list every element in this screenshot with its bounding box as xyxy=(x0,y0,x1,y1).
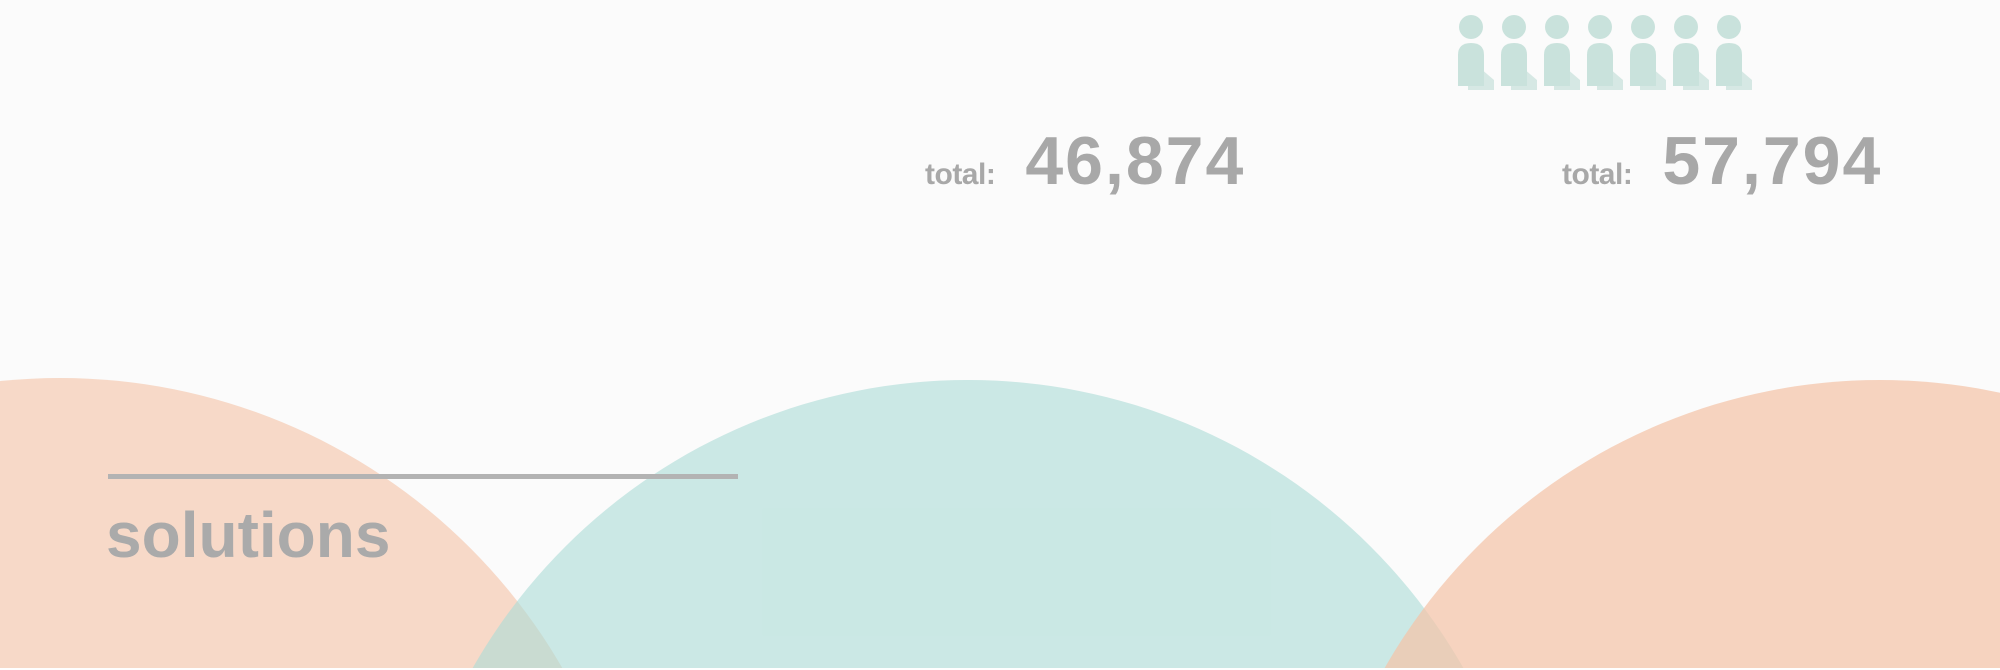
total-value: 57,794 xyxy=(1662,123,1883,199)
person-icon xyxy=(1671,12,1712,92)
mint-circle-center xyxy=(398,380,1538,670)
total-stat-left: total: 46,874 xyxy=(925,122,1245,200)
person-icon xyxy=(1628,12,1669,92)
section-title: solutions xyxy=(106,499,391,571)
people-icons-row xyxy=(1456,12,1755,92)
peach-circle-right xyxy=(1310,380,2000,670)
person-icon xyxy=(1499,12,1540,92)
total-value: 46,874 xyxy=(1025,123,1246,199)
person-icon xyxy=(1585,12,1626,92)
bottom-strip xyxy=(0,668,2000,670)
total-label: total: xyxy=(1562,158,1633,191)
person-icon xyxy=(1714,12,1755,92)
section-divider xyxy=(108,474,738,479)
person-icon xyxy=(1542,12,1583,92)
total-stat-right: total: 57,794 xyxy=(1562,122,1882,200)
total-label: total: xyxy=(925,158,996,191)
person-icon xyxy=(1456,12,1497,92)
